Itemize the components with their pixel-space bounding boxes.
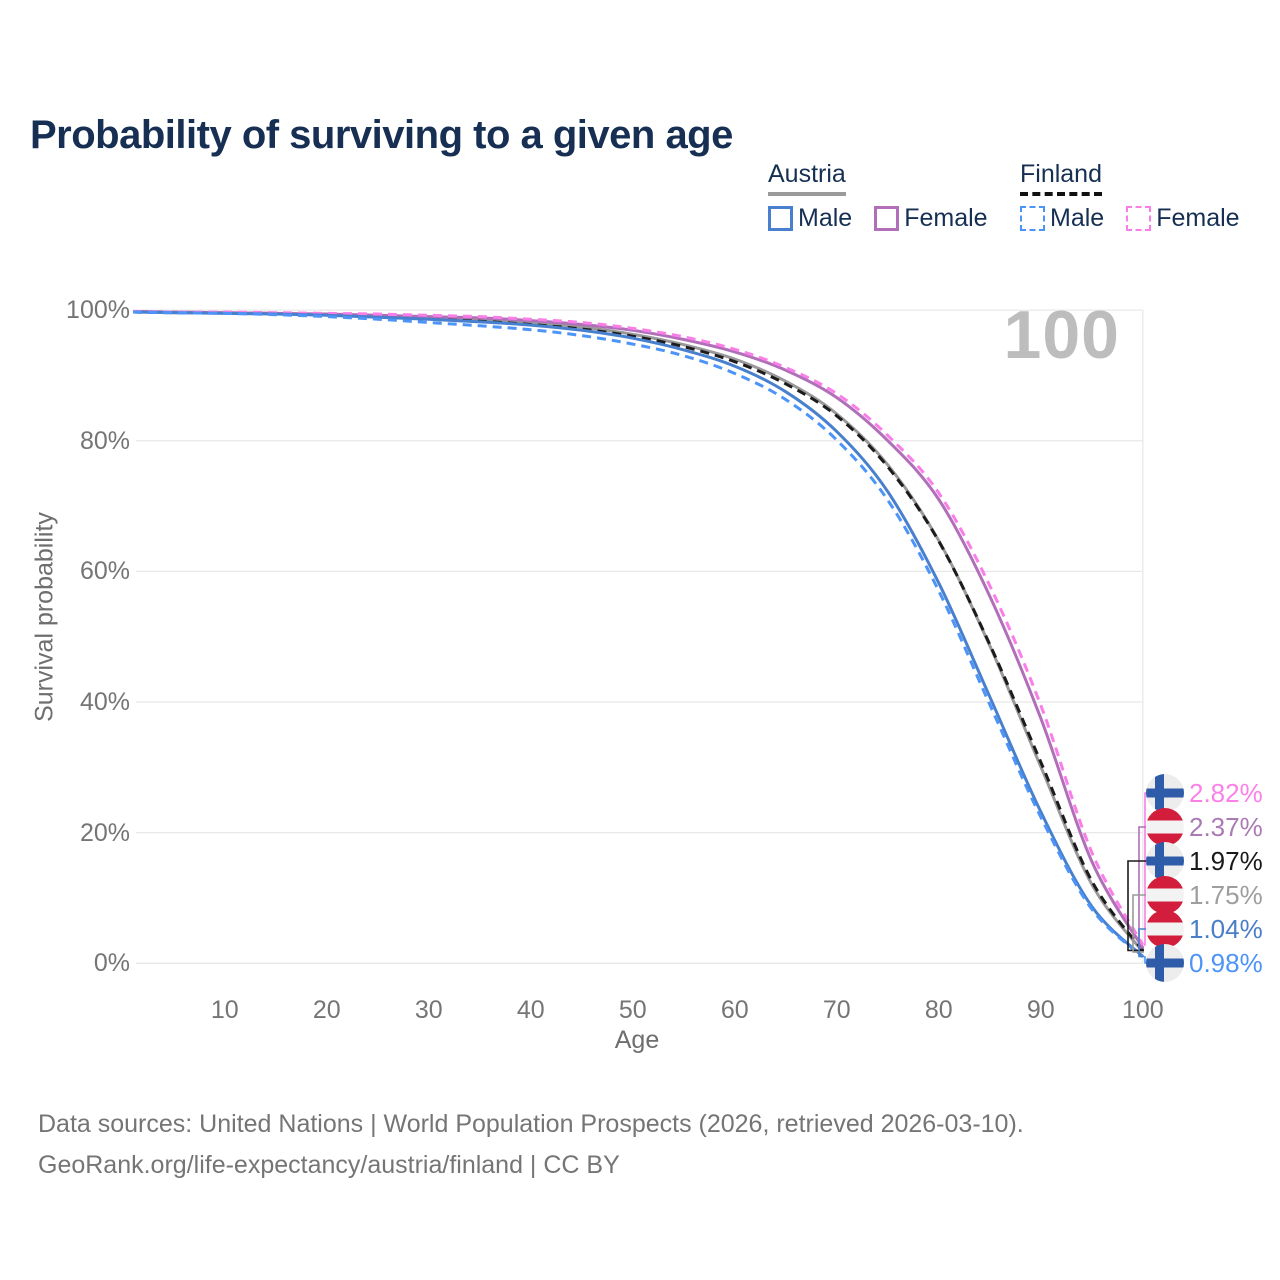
legend-country-finland: Finland bbox=[1020, 160, 1102, 196]
curve-finland-male bbox=[133, 310, 1144, 959]
y-tick-label: 0% bbox=[93, 949, 130, 978]
y-tick-label: 40% bbox=[79, 688, 130, 717]
y-tick-label: 100% bbox=[66, 296, 130, 325]
x-tick-label: 30 bbox=[414, 996, 443, 1024]
end-label-finland-male: 0.98% bbox=[1146, 944, 1263, 982]
age-watermark: 100 bbox=[1003, 297, 1120, 373]
x-tick-label: 10 bbox=[210, 996, 239, 1024]
legend-label-finland-male: Male bbox=[1050, 204, 1105, 232]
y-tick-label: 20% bbox=[79, 818, 130, 847]
y-tick-label: 80% bbox=[79, 426, 130, 455]
gridlines bbox=[136, 309, 1144, 964]
end-label-connectors bbox=[1127, 792, 1146, 964]
connector-austria-female bbox=[1138, 826, 1146, 949]
x-tick-label: 20 bbox=[312, 996, 341, 1024]
page-title: Probability of surviving to a given age bbox=[30, 112, 733, 157]
finland-flag-icon bbox=[1146, 842, 1184, 880]
end-label-finland-total: 1.97% bbox=[1146, 842, 1263, 880]
legend-item-finland-female[interactable]: Female bbox=[1126, 204, 1240, 233]
source-line-1: Data sources: United Nations | World Pop… bbox=[38, 1110, 1024, 1138]
end-value-label: 2.37% bbox=[1189, 811, 1263, 842]
x-tick-label: 50 bbox=[618, 996, 647, 1024]
end-label-austria-total: 1.75% bbox=[1146, 876, 1263, 914]
curve-austria-total bbox=[133, 310, 1144, 953]
survival-curves bbox=[133, 309, 1145, 959]
legend-label-finland-female: Female bbox=[1156, 204, 1240, 232]
curve-austria-male bbox=[133, 310, 1144, 958]
legend-group-austria: Austria Male Female bbox=[768, 160, 988, 233]
austria-female-swatch-icon bbox=[874, 206, 900, 231]
x-tick-label: 60 bbox=[720, 996, 749, 1024]
x-tick-label: 100 bbox=[1121, 996, 1164, 1024]
legend-label-austria-female: Female bbox=[904, 204, 988, 232]
austria-flag-icon bbox=[1146, 910, 1184, 948]
end-value-label: 1.97% bbox=[1189, 845, 1263, 876]
connector-finland-female bbox=[1144, 792, 1146, 946]
x-tick-label: 80 bbox=[924, 996, 953, 1024]
curve-austria-female bbox=[133, 309, 1145, 949]
connector-finland-male bbox=[1144, 956, 1146, 964]
austria-flag-icon bbox=[1146, 808, 1184, 846]
legend-item-austria-female[interactable]: Female bbox=[874, 204, 988, 233]
austria-flag-icon bbox=[1146, 876, 1184, 914]
x-tick-label: 90 bbox=[1026, 996, 1055, 1024]
legend-country-austria: Austria bbox=[768, 160, 846, 196]
end-label-austria-female: 2.37% bbox=[1146, 808, 1263, 846]
austria-male-swatch-icon bbox=[768, 206, 793, 231]
legend-item-austria-male[interactable]: Male bbox=[768, 204, 852, 233]
source-line-2: GeoRank.org/life-expectancy/austria/finl… bbox=[38, 1151, 620, 1179]
connector-austria-male bbox=[1138, 928, 1146, 958]
legend-group-finland: Finland Male Female bbox=[1020, 160, 1240, 233]
data-sources: Data sources: United Nations | World Pop… bbox=[38, 1104, 1024, 1186]
curve-finland-total bbox=[133, 310, 1145, 952]
finland-flag-icon bbox=[1146, 944, 1184, 982]
end-value-label: 1.75% bbox=[1189, 879, 1263, 910]
connector-finland-total bbox=[1127, 860, 1146, 952]
x-axis-title: Age bbox=[614, 1026, 660, 1054]
end-value-label: 0.98% bbox=[1189, 947, 1263, 978]
y-tick-label: 60% bbox=[79, 557, 130, 586]
finland-female-swatch-icon bbox=[1126, 206, 1152, 231]
finland-flag-icon bbox=[1146, 774, 1184, 812]
legend-label-austria-male: Male bbox=[798, 204, 853, 232]
end-value-label: 1.04% bbox=[1189, 913, 1263, 944]
x-tick-label: 70 bbox=[822, 996, 851, 1024]
legend-item-finland-male[interactable]: Male bbox=[1020, 204, 1104, 233]
end-label-austria-male: 1.04% bbox=[1146, 910, 1263, 948]
finland-male-swatch-icon bbox=[1020, 206, 1045, 231]
end-value-label: 2.82% bbox=[1189, 777, 1263, 808]
end-label-finland-female: 2.82% bbox=[1146, 774, 1263, 812]
x-tick-label: 40 bbox=[516, 996, 545, 1024]
curve-finland-female bbox=[133, 309, 1145, 946]
